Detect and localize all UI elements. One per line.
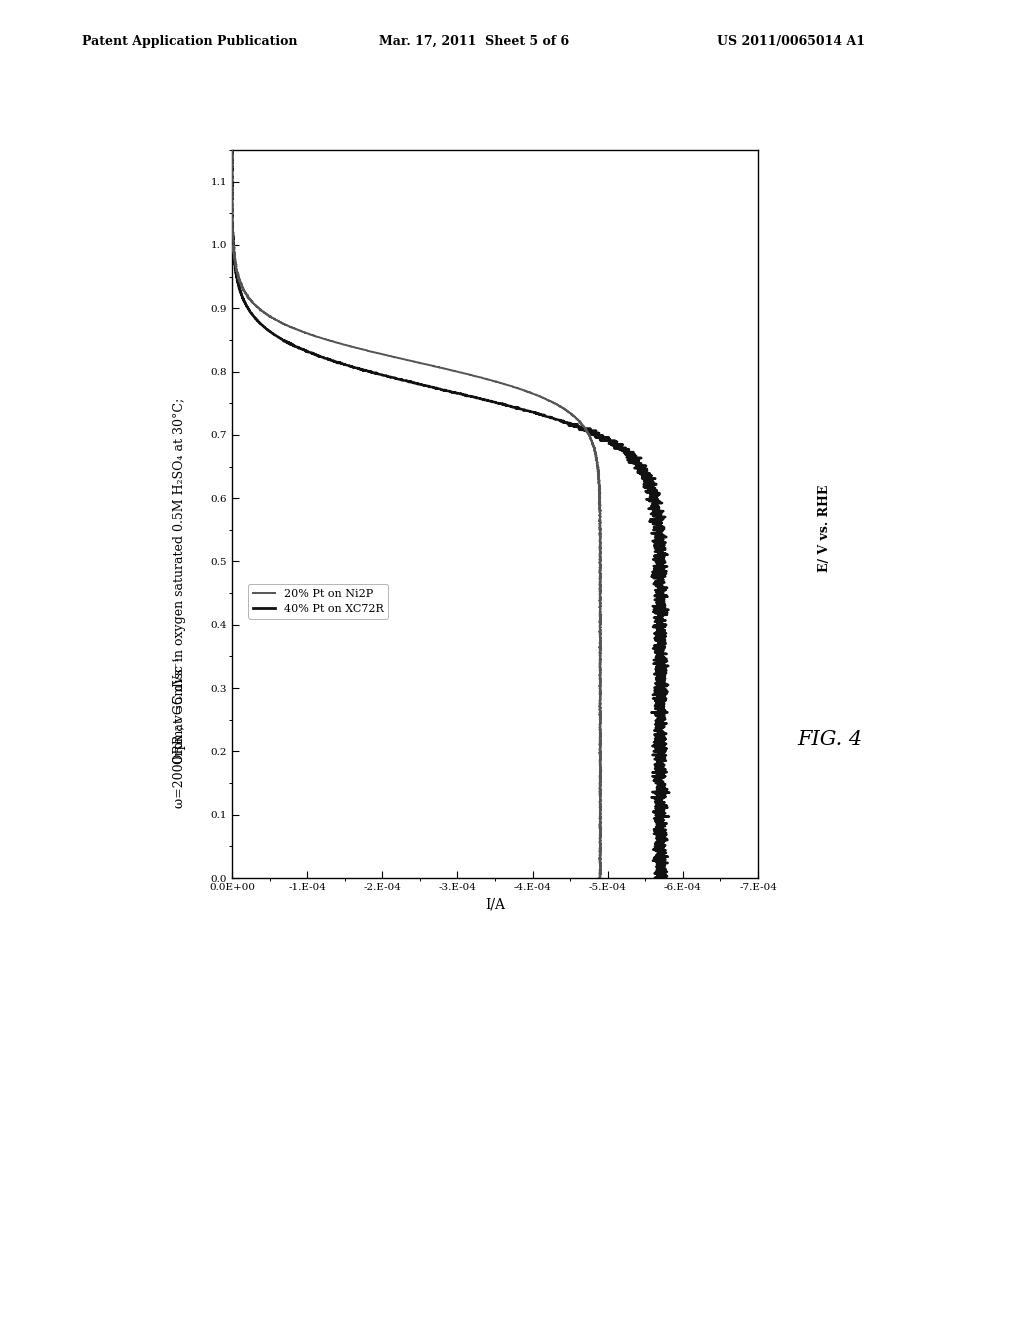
Text: ORR at GC disc in oxygen saturated 0.5M H₂SO₄ at 30°C;: ORR at GC disc in oxygen saturated 0.5M …: [173, 397, 185, 764]
Text: Patent Application Publication: Patent Application Publication: [82, 34, 297, 48]
Text: ω=2000rpm; v=5mVs⁻¹: ω=2000rpm; v=5mVs⁻¹: [173, 657, 185, 808]
X-axis label: I/A: I/A: [485, 898, 505, 911]
Text: E/ V vs. RHE: E/ V vs. RHE: [818, 484, 830, 572]
Legend: 20% Pt on Ni2P, 40% Pt on XC72R: 20% Pt on Ni2P, 40% Pt on XC72R: [248, 585, 388, 619]
Text: FIG. 4: FIG. 4: [797, 730, 862, 748]
Text: Mar. 17, 2011  Sheet 5 of 6: Mar. 17, 2011 Sheet 5 of 6: [379, 34, 569, 48]
Text: US 2011/0065014 A1: US 2011/0065014 A1: [717, 34, 865, 48]
